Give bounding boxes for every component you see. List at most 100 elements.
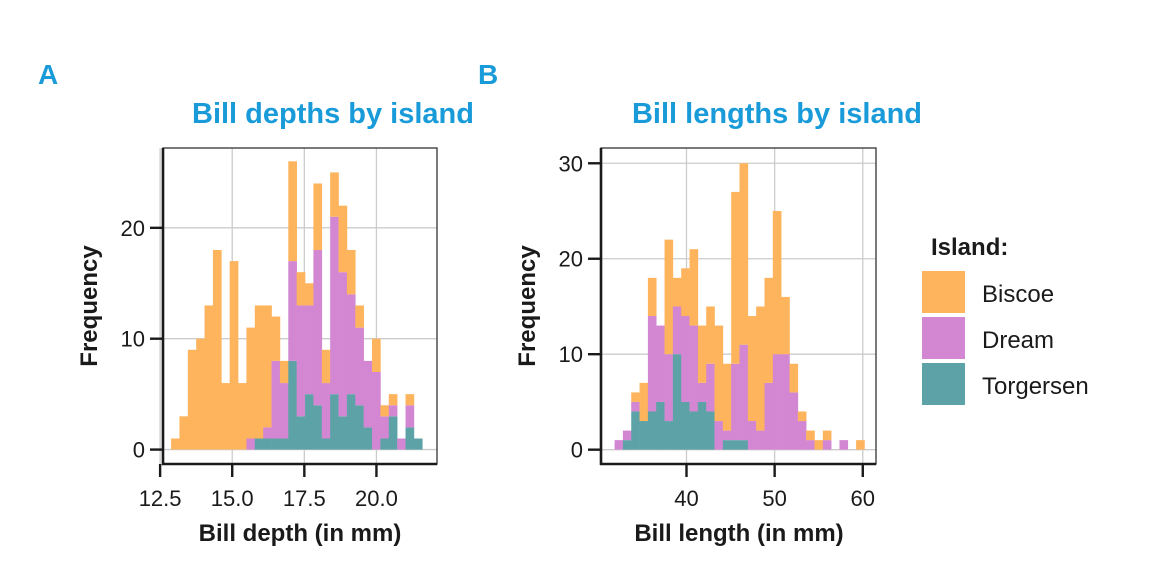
bar-biscoe [254,305,264,439]
bar-biscoe [330,172,339,217]
bar-dream [346,294,356,395]
bar-dream [806,440,815,450]
bar-dream [279,383,289,439]
bar-dream [313,250,323,406]
bar-dream [656,325,665,402]
bar-torgersen [330,394,339,450]
panel-a-bars [171,161,423,450]
bar-biscoe [714,325,724,422]
bar-biscoe [722,363,732,431]
bar-torgersen [346,394,356,450]
bar-biscoe [405,394,415,406]
bar-biscoe [781,296,790,355]
bar-biscoe [288,161,297,262]
panel-b-yticks: 0 10 20 30 [559,151,601,463]
bar-biscoe [747,316,757,422]
bar-torgersen [639,421,649,450]
bar-biscoe [338,205,348,273]
bar-dream [271,360,281,439]
bar-dream [772,354,782,450]
bar-dream [689,325,699,412]
y-tick-label: 0 [133,438,145,463]
bar-dream [631,401,640,412]
bar-torgersen [355,405,364,450]
bar-biscoe [271,316,281,361]
bar-torgersen [288,360,297,450]
bar-biscoe [639,382,649,422]
bar-dream [355,327,364,406]
panel-b-frame [599,147,877,466]
bar-torgersen [681,401,690,450]
bar-torgersen [622,440,632,450]
bar-biscoe [246,327,256,439]
bar-dream [405,405,415,428]
legend: Island: Biscoe Dream Torgersen [922,234,1089,405]
bar-biscoe [739,163,749,345]
bar-dream [839,440,849,450]
bar-dream [739,344,749,441]
bar-biscoe [681,268,690,317]
bar-biscoe [731,191,740,364]
bar-dream [706,363,715,412]
bar-dream [781,354,790,450]
bar-dream [372,371,381,450]
bar-biscoe [372,338,381,372]
bar-dream [388,405,398,417]
panel-b-title: Bill lengths by island [632,98,922,130]
bar-torgersen [631,411,640,450]
x-tick-label: 50 [762,486,786,511]
bar-biscoe [689,249,699,326]
legend-key-torgersen [922,363,965,405]
bar-dream [263,427,272,439]
y-tick-label: 20 [559,247,583,272]
bar-dream [756,430,765,450]
panel-a-xlabel: Bill depth (in mm) [199,520,402,547]
panel-a-frame [161,147,438,466]
panel-a-tag: A [38,59,58,90]
bar-dream [822,440,832,450]
bar-torgersen [263,438,272,450]
bar-torgersen [305,394,314,450]
bar-biscoe [764,277,774,383]
panel-a-ylabel: Frequency [76,245,103,367]
bar-torgersen [656,401,665,450]
x-tick-label: 20.0 [355,486,398,511]
bar-biscoe [204,305,214,450]
bar-biscoe [856,440,865,450]
bar-dream [363,360,373,428]
bar-torgersen [388,416,398,450]
bar-biscoe [697,325,707,383]
panel-a-title: Bill depths by island [192,98,474,130]
x-tick-label: 12.5 [139,486,182,511]
bar-dream [664,354,674,422]
legend-label-biscoe: Biscoe [982,281,1054,308]
bar-dream [697,382,707,402]
bar-biscoe [706,306,715,364]
panel-b-xticks: 40 50 60 [674,464,875,511]
bar-biscoe [171,438,180,450]
bar-torgersen [254,438,264,450]
legend-label-dream: Dream [982,327,1054,354]
bar-dream [246,438,256,450]
bar-dream [722,430,732,441]
bar-torgersen [672,354,682,450]
bar-biscoe [229,261,239,450]
panel-b-xlabel: Bill length (in mm) [634,520,843,547]
legend-label-torgersen: Torgersen [982,373,1089,400]
legend-key-dream [922,317,965,359]
bar-torgersen [338,416,348,450]
bar-biscoe [179,416,189,450]
bar-biscoe [305,283,314,306]
bar-torgersen [363,427,373,450]
legend-title: Island: [931,234,1008,261]
y-tick-label: 30 [559,151,583,176]
bar-torgersen [722,440,732,450]
bar-dream [672,306,682,355]
bar-biscoe [797,411,807,422]
bar-torgersen [321,438,331,450]
bar-dream [614,440,624,450]
bar-dream [321,383,331,439]
bar-biscoe [187,349,197,450]
bar-biscoe [221,383,230,450]
